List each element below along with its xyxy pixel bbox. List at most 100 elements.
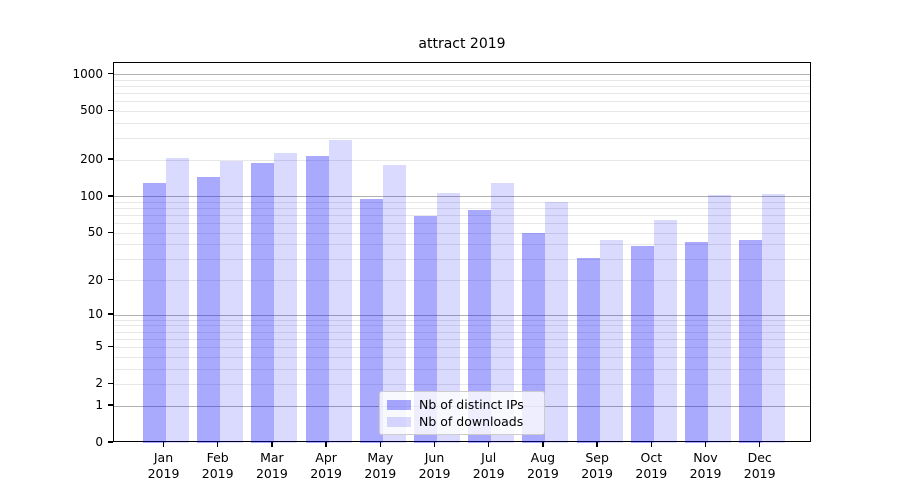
x-tick-year: 2019 <box>201 466 234 481</box>
bar-jun-distinct-ips <box>414 215 437 443</box>
y-tick-mark-10 <box>108 313 113 315</box>
gridline-minor-40 <box>114 244 810 246</box>
bar-dec-downloads <box>762 193 786 443</box>
x-tick-month: May <box>367 450 394 465</box>
gridline-major-1000 <box>114 74 810 76</box>
bar-sep-downloads <box>599 239 623 443</box>
bar-apr-downloads <box>328 140 352 443</box>
bar-mar-distinct-ips <box>251 163 275 443</box>
x-tick-label-aug: Aug 2019 <box>513 450 573 482</box>
y-tick-mark-200 <box>108 158 113 160</box>
x-tick-mark-jul <box>487 442 490 447</box>
x-tick-month: Feb <box>206 450 229 465</box>
x-tick-month: Mar <box>260 450 284 465</box>
y-tick-label-0: 0 <box>95 435 103 449</box>
y-tick-mark-500 <box>108 109 113 112</box>
bar-jan-distinct-ips <box>143 182 166 443</box>
x-tick-month: Dec <box>747 450 772 465</box>
x-tick-mark-aug <box>542 442 544 447</box>
x-tick-label-jul: Jul 2019 <box>459 450 519 482</box>
bar-oct-distinct-ips <box>630 246 654 443</box>
x-tick-label-feb: Feb 2019 <box>188 450 248 482</box>
y-tick-label-500: 500 <box>80 103 103 118</box>
x-tick-month: Jan <box>153 450 174 465</box>
x-tick-mark-may <box>379 442 382 447</box>
bar-jul-distinct-ips <box>468 209 492 443</box>
y-tick-mark-1000 <box>108 72 113 75</box>
bar-may-downloads <box>382 164 406 443</box>
x-tick-year: 2019 <box>255 466 288 481</box>
x-tick-year: 2019 <box>472 466 505 481</box>
gridline-minor-90 <box>114 201 810 203</box>
gridline-minor-900 <box>114 79 810 81</box>
y-tick-label-200: 200 <box>80 152 103 167</box>
bar-aug-distinct-ips <box>522 233 546 443</box>
gridline-minor-400 <box>114 122 810 124</box>
x-tick-mark-mar <box>271 442 273 447</box>
gridline-minor-300 <box>114 138 810 140</box>
y-tick-mark-50 <box>108 231 113 234</box>
y-tick-label-20: 20 <box>87 272 103 287</box>
y-tick-mark-20 <box>108 278 113 281</box>
gridline-minor-500 <box>114 110 810 112</box>
x-tick-label-dec: Dec 2019 <box>730 450 790 482</box>
x-tick-label-mar: Mar 2019 <box>242 450 302 482</box>
x-tick-label-apr: Apr 2019 <box>296 450 356 482</box>
x-tick-mark-oct <box>650 442 653 447</box>
x-tick-mark-apr <box>325 442 327 447</box>
gridline-minor-6 <box>114 338 810 340</box>
x-tick-year: 2019 <box>743 466 776 481</box>
y-tick-label-5: 5 <box>95 339 103 354</box>
y-tick-label-50: 50 <box>87 225 103 240</box>
legend-label-distinct-ips: Nb of distinct IPs <box>419 397 524 412</box>
y-tick-label-100: 100 <box>80 188 103 203</box>
bar-jul-downloads <box>491 182 515 443</box>
gridline-major-100 <box>114 196 810 198</box>
x-tick-year: 2019 <box>635 466 668 481</box>
y-tick-mark-1 <box>108 404 113 406</box>
y-tick-mark-0 <box>108 441 113 443</box>
x-tick-month: Oct <box>640 450 663 465</box>
gridline-minor-20 <box>114 280 810 282</box>
x-tick-label-nov: Nov 2019 <box>676 450 736 482</box>
x-tick-label-oct: Oct 2019 <box>621 450 681 482</box>
x-tick-label-jun: Jun 2019 <box>405 450 465 482</box>
bar-aug-downloads <box>545 201 569 443</box>
y-tick-mark-5 <box>108 345 113 348</box>
gridline-minor-5 <box>114 346 810 348</box>
x-tick-mark-sep <box>596 442 598 447</box>
x-tick-month: Nov <box>693 450 718 465</box>
y-tick-label-10: 10 <box>87 307 103 322</box>
x-tick-year: 2019 <box>310 466 342 481</box>
x-tick-year: 2019 <box>526 466 559 481</box>
gridline-minor-70 <box>114 215 810 217</box>
bar-oct-downloads <box>653 220 677 443</box>
gridline-minor-4 <box>114 356 810 358</box>
x-tick-mark-dec <box>758 442 761 447</box>
gridline-minor-200 <box>114 159 810 161</box>
bar-may-distinct-ips <box>359 199 383 443</box>
gridline-minor-700 <box>114 93 810 95</box>
x-tick-month: Jul <box>481 450 497 465</box>
y-tick-mark-2 <box>108 382 113 385</box>
y-tick-label-1: 1 <box>95 398 103 413</box>
x-tick-mark-jun <box>433 442 436 447</box>
bar-dec-distinct-ips <box>739 239 763 443</box>
gridline-minor-50 <box>114 232 810 234</box>
y-tick-label-1000: 1000 <box>72 66 103 81</box>
gridline-minor-8 <box>114 325 810 327</box>
y-tick-label-2: 2 <box>95 376 103 391</box>
chart-title: attract 2019 <box>418 36 506 52</box>
legend-swatch-downloads <box>387 416 411 427</box>
x-tick-year: 2019 <box>364 466 397 481</box>
x-tick-year: 2019 <box>147 466 180 481</box>
x-tick-year: 2019 <box>689 466 722 481</box>
bar-nov-downloads <box>708 195 731 443</box>
x-tick-label-sep: Sep 2019 <box>567 450 627 482</box>
bar-jan-downloads <box>166 158 189 443</box>
legend-item-downloads: Nb of downloads <box>387 414 536 429</box>
x-tick-month: Aug <box>530 450 556 465</box>
x-tick-month: Sep <box>585 450 609 465</box>
x-tick-label-jan: Jan 2019 <box>134 450 194 482</box>
